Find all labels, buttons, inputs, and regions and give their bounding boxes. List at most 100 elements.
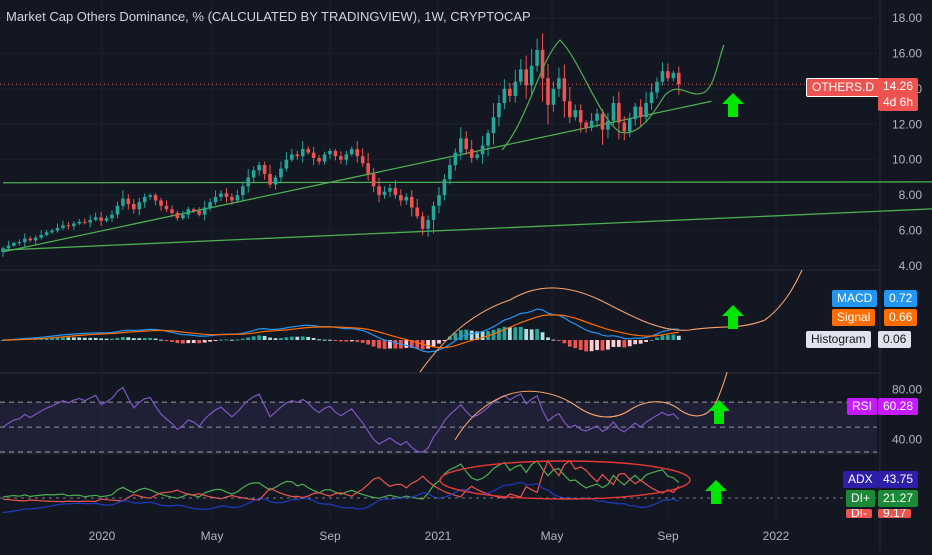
candle-body	[328, 150, 332, 155]
histogram-bar	[453, 333, 458, 340]
histogram-bar	[88, 337, 93, 340]
histogram-bar	[448, 336, 452, 340]
di-plus-line	[2, 459, 680, 500]
histogram-bar	[660, 335, 665, 340]
candle-body	[502, 88, 507, 104]
candle-body	[529, 65, 534, 86]
candle-body	[377, 186, 381, 196]
histogram-bar	[208, 340, 212, 342]
histogram-bar	[213, 340, 218, 341]
histogram-bar	[627, 340, 632, 347]
histogram-bar	[99, 338, 103, 340]
candle-body	[257, 165, 261, 171]
histogram-bar	[649, 339, 654, 341]
histogram-bar	[317, 339, 321, 341]
candle-body	[677, 72, 681, 85]
rsi-tick-label: 40.00	[892, 433, 922, 447]
histogram-bar	[289, 336, 294, 340]
adx-highlight-ellipse	[439, 460, 691, 500]
histogram-bar	[186, 340, 191, 344]
histogram-bar	[93, 337, 98, 340]
candle-body	[72, 223, 76, 227]
histogram-bar	[360, 340, 365, 343]
candle-body	[290, 154, 294, 160]
histogram-bar	[170, 340, 174, 342]
x-tick-label: 2020	[89, 529, 116, 543]
candle-body	[584, 122, 588, 128]
trendline-mid	[2, 100, 712, 253]
histogram-value-tag: 0.06	[878, 331, 912, 348]
signal-line	[3, 314, 679, 349]
candle-body	[448, 165, 452, 180]
candle-body	[666, 71, 670, 79]
histogram-bar	[197, 340, 202, 344]
candle-body	[33, 237, 38, 241]
histogram-bar	[279, 338, 283, 340]
y-tick-label: 12.00	[892, 117, 922, 131]
candle-body	[311, 152, 316, 158]
histogram-bar	[66, 337, 71, 340]
histogram-bar	[55, 337, 60, 340]
histogram-bar	[529, 329, 534, 340]
histogram-bar	[257, 335, 262, 340]
histogram-bar	[44, 337, 49, 340]
chart-title: Market Cap Others Dominance, % (CALCULAT…	[6, 9, 531, 24]
histogram-bar	[551, 339, 556, 341]
candle-body	[475, 154, 479, 158]
histogram-bar	[557, 340, 561, 341]
histogram-bar	[540, 332, 545, 340]
di-minus-value-tag: 9.17	[878, 509, 912, 518]
candle-body	[518, 69, 523, 82]
histogram-bar	[600, 340, 605, 351]
candle-body	[322, 154, 327, 162]
candle-body	[366, 163, 370, 174]
histogram-bar	[491, 329, 496, 340]
candle-body	[627, 118, 632, 132]
up-arrow-icon-1	[722, 305, 744, 329]
candle-body	[399, 195, 403, 201]
candle-body	[137, 202, 142, 210]
x-tick-label: 2021	[425, 529, 452, 543]
candle-body	[12, 242, 16, 246]
candle-body	[486, 133, 490, 146]
candle-body	[191, 209, 196, 212]
rsi-band	[0, 402, 877, 452]
candle-body	[93, 217, 98, 220]
candle-body	[595, 113, 599, 121]
histogram-bar	[442, 340, 447, 341]
candle-body	[104, 218, 109, 221]
histogram-bar	[507, 327, 512, 340]
candle-body	[404, 196, 409, 201]
histogram-bar	[671, 334, 676, 340]
candle-body	[186, 209, 191, 215]
histogram-bar	[371, 340, 376, 347]
histogram-bar	[344, 340, 349, 342]
candle-body	[562, 78, 567, 102]
candle-body	[535, 49, 539, 66]
candle-body	[268, 173, 272, 185]
y-tick-label: 10.00	[892, 153, 922, 167]
candle-body	[382, 191, 387, 196]
histogram-bar	[50, 337, 54, 340]
candle-body	[317, 157, 321, 162]
projection-curve	[501, 39, 725, 151]
candle-body	[459, 138, 463, 153]
histogram-bar	[638, 340, 643, 344]
candle-body	[540, 49, 545, 79]
histogram-bar	[235, 339, 240, 341]
histogram-bar	[295, 336, 300, 340]
macd-line	[2, 308, 679, 353]
histogram-bar	[666, 335, 670, 340]
histogram-bar	[409, 340, 414, 349]
di-plus-name-tag: DI+	[846, 490, 876, 507]
histogram-bar	[513, 327, 518, 340]
histogram-bar	[382, 340, 387, 349]
candle-body	[39, 235, 43, 238]
histogram-bar	[518, 326, 523, 340]
di-minus-name-tag: DI-	[846, 509, 872, 518]
adx-line	[2, 481, 680, 514]
candle-body	[241, 186, 245, 196]
candle-body	[88, 219, 92, 223]
candle-body	[415, 207, 419, 217]
